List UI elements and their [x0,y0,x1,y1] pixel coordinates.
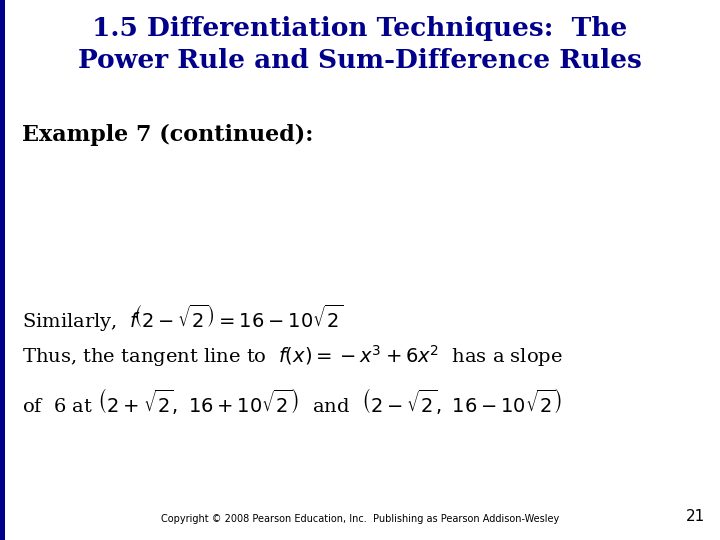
Bar [0,0,5,540]
Text: 1.5 Differentiation Techniques:  The
Power Rule and Sum-Difference Rules: 1.5 Differentiation Techniques: The Powe… [78,16,642,73]
Text: Similarly,  $f\!\left(2 - \sqrt{2}\right)= 16 - 10\sqrt{2}$: Similarly, $f\!\left(2 - \sqrt{2}\right)… [22,302,343,334]
Text: Thus, the tangent line to  $f(x) = -x^3 + 6x^2$  has a slope: Thus, the tangent line to $f(x) = -x^3 +… [22,343,562,369]
Text: of  6 at $\left(2 + \sqrt{2},\ 16 + 10\sqrt{2}\right)$  and  $\left(2 - \sqrt{2}: of 6 at $\left(2 + \sqrt{2},\ 16 + 10\sq… [22,386,562,416]
Text: Example 7 (continued):: Example 7 (continued): [22,124,313,146]
Text: 21: 21 [686,509,706,524]
Text: Copyright © 2008 Pearson Education, Inc.  Publishing as Pearson Addison-Wesley: Copyright © 2008 Pearson Education, Inc.… [161,514,559,524]
